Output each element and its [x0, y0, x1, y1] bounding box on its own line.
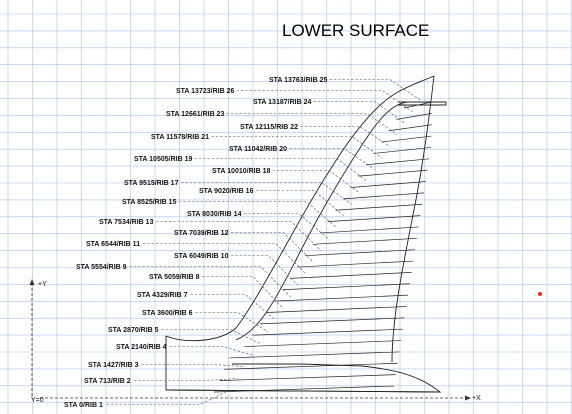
rib-line — [274, 294, 409, 302]
leader-line — [211, 136, 383, 159]
leader-line — [313, 101, 405, 124]
leader-line — [143, 243, 307, 275]
station-label: STA 5059/RIB 8 — [149, 274, 200, 281]
inner-leading-edge — [235, 101, 413, 341]
rib-line — [267, 306, 407, 313]
station-label: STA 2870/RIB 5 — [108, 327, 159, 334]
station-label: STA 13763/RIB 25 — [269, 77, 327, 84]
station-label: STA 5554/RIB 9 — [76, 264, 127, 271]
leader-line — [231, 232, 314, 263]
rib-line — [396, 113, 432, 120]
leader-line — [156, 221, 322, 252]
leader-line — [202, 276, 284, 310]
tip-chord — [398, 101, 447, 106]
station-label: STA 8525/RIB 15 — [122, 199, 177, 206]
station-label: STA 4329/RIB 7 — [137, 292, 188, 299]
rib-line — [335, 203, 423, 211]
rib-line — [358, 169, 428, 177]
leader-line — [329, 79, 421, 101]
station-label: STA 10010/RIB 18 — [212, 168, 270, 175]
rib-line — [251, 328, 403, 336]
station-label: STA 12115/RIB 22 — [240, 124, 298, 131]
rib-line — [259, 317, 405, 325]
leader-line — [169, 346, 253, 356]
leader-line — [231, 255, 299, 286]
leader-line — [300, 126, 390, 147]
station-leaders — [106, 79, 421, 405]
leader-line — [256, 190, 345, 217]
rib-line — [373, 147, 431, 154]
rib-line — [343, 192, 424, 200]
leader-line — [161, 329, 261, 344]
leader-line — [244, 213, 329, 240]
station-label: STA 6544/RIB 11 — [86, 241, 140, 248]
root-chord — [165, 389, 441, 393]
leader-line — [236, 90, 413, 112]
station-label: STA 7039/RIB 12 — [174, 230, 229, 237]
rib-line — [350, 181, 426, 188]
rib-line — [297, 260, 414, 268]
leader-line — [141, 364, 246, 368]
rib-line — [219, 374, 396, 381]
leader-line — [190, 294, 276, 321]
station-label: STA 3600/RIB 6 — [142, 310, 193, 317]
rib-line — [403, 101, 433, 109]
coordinate-axes: +Y +X Y=0 — [29, 279, 481, 404]
rib-line — [282, 283, 410, 291]
rib-line — [213, 385, 395, 393]
station-label: STA 12661/RIB 23 — [166, 111, 224, 118]
leader-line — [133, 378, 238, 381]
leader-line — [181, 182, 352, 205]
leader-line — [129, 266, 292, 298]
leader-line — [272, 170, 360, 194]
station-label: STA 11042/RIB 20 — [229, 146, 287, 153]
rib-line — [381, 135, 432, 143]
rib-line — [289, 272, 412, 279]
station-label: STA 7534/RIB 13 — [99, 219, 154, 226]
station-label: STA 1427/RIB 3 — [88, 362, 139, 369]
x-axis-label: +X — [472, 395, 481, 402]
station-label: STA 713/RIB 2 — [84, 378, 131, 385]
rib-line — [229, 351, 400, 359]
rib-line — [320, 226, 419, 234]
rib-lines — [213, 101, 433, 393]
leader-line — [289, 148, 375, 170]
rib-line — [244, 340, 402, 347]
rib-line — [224, 362, 398, 370]
leader-line — [194, 158, 367, 182]
leading-edge — [165, 75, 435, 342]
leader-line — [226, 113, 398, 136]
station-label: STA 2140/RIB 4 — [116, 344, 167, 351]
leader-line — [195, 312, 269, 333]
station-label: STA 9515/RIB 17 — [124, 180, 179, 187]
station-label: STA 8030/RIB 14 — [187, 211, 242, 218]
station-label: STA 6049/RIB 10 — [174, 253, 229, 260]
station-label: STA 0/RIB 1 — [64, 402, 103, 409]
station-label: STA 9020/RIB 16 — [199, 188, 254, 195]
trailing-edge — [391, 75, 435, 363]
origin-label: Y=0 — [31, 397, 44, 404]
station-label: STA 13187/RIB 24 — [253, 99, 311, 106]
station-label: STA 11578/RIB 21 — [151, 134, 209, 141]
rib-line — [327, 215, 421, 222]
diagram-title: LOWER SURFACE — [282, 21, 429, 40]
rib-line — [305, 249, 416, 257]
station-labels: STA 13763/RIB 25 STA 13723/RIB 26 STA 1318… — [64, 77, 327, 409]
rib-line — [388, 124, 432, 132]
red-marker-dot — [538, 292, 542, 296]
rib-line — [312, 237, 417, 245]
leader-line — [106, 389, 231, 405]
rib-line — [365, 158, 430, 166]
y-axis-label: +Y — [38, 281, 47, 288]
station-label: STA 13723/RIB 26 — [176, 88, 234, 95]
station-label: STA 10505/RIB 19 — [134, 156, 192, 163]
